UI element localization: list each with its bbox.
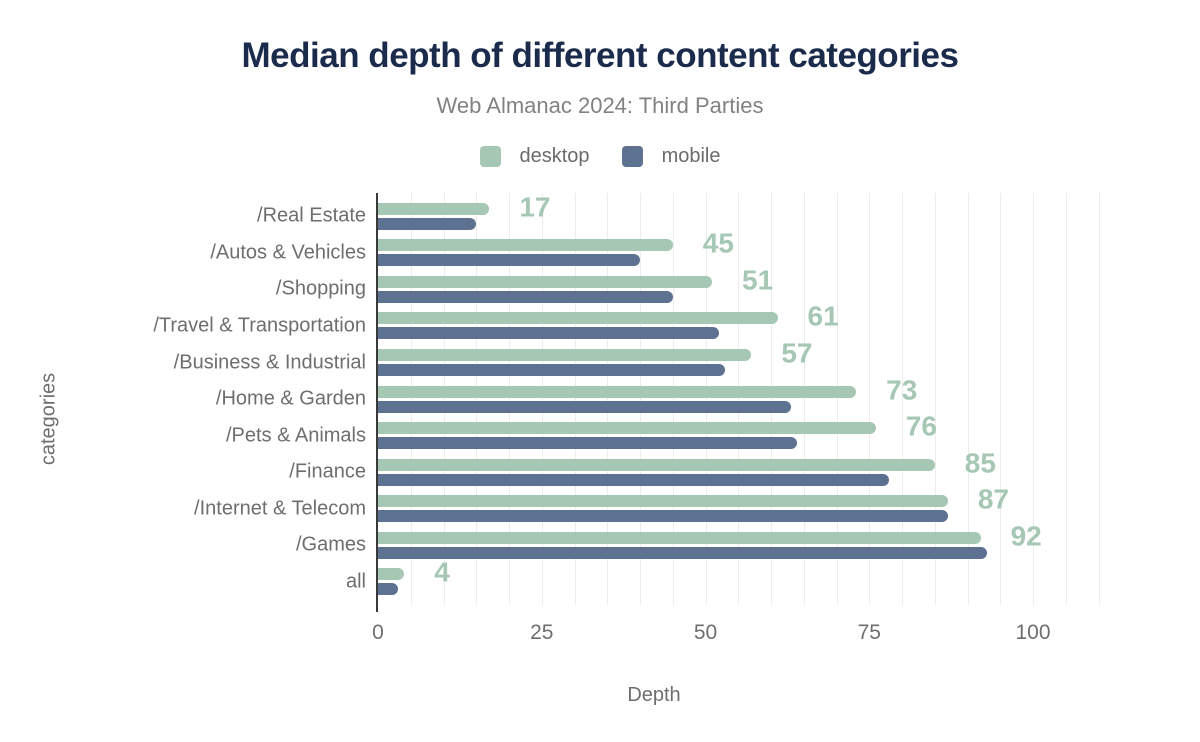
- mobile-bar: [378, 546, 988, 559]
- gridline: [1000, 193, 1002, 605]
- value-label: 57: [781, 337, 813, 369]
- desktop-bar: [378, 385, 857, 398]
- gridline: [672, 193, 674, 605]
- mobile-bar: [378, 364, 726, 376]
- x-tick-label: 100: [1015, 621, 1051, 644]
- category-label: /Pets & Animals: [225, 424, 366, 447]
- desktop-swatch-icon: [479, 146, 501, 167]
- value-label: 92: [1010, 520, 1042, 552]
- desktop-bar: [378, 531, 981, 544]
- x-tick-label: 0: [372, 621, 384, 644]
- gridline: [705, 193, 707, 605]
- gridline: [738, 193, 740, 605]
- category-label: /Shopping: [275, 277, 366, 300]
- gridline: [443, 193, 445, 605]
- mobile-bar: [378, 217, 477, 230]
- value-label: 85: [964, 447, 996, 479]
- gridline: [803, 193, 805, 605]
- gridline: [902, 193, 903, 605]
- gridline: [476, 193, 478, 605]
- legend: desktop mobile: [0, 145, 1200, 168]
- category-label: /Business & Industrial: [173, 351, 366, 373]
- category-label: /Internet & Telecom: [194, 497, 366, 520]
- mobile-bar: [378, 400, 791, 413]
- mobile-bar: [378, 327, 719, 340]
- gridline: [574, 193, 576, 605]
- gridline: [541, 193, 543, 605]
- x-axis-title: Depth: [627, 684, 681, 706]
- mobile-bar: [378, 290, 673, 303]
- desktop-bar: [378, 349, 752, 361]
- mobile-bar: [378, 583, 398, 596]
- gridline: [934, 193, 936, 605]
- mobile-bar: [378, 510, 948, 523]
- x-tick-label: 75: [857, 621, 881, 644]
- x-tick-label: 25: [530, 621, 554, 644]
- value-label: 87: [977, 483, 1009, 515]
- gridline: [1065, 193, 1067, 605]
- chart-subtitle: Web Almanac 2024: Third Parties: [436, 93, 764, 118]
- value-label: 45: [702, 228, 734, 260]
- value-label: 61: [807, 301, 839, 333]
- desktop-bar: [378, 202, 490, 215]
- category-label: all: [345, 570, 366, 593]
- category-label: /Finance: [289, 460, 366, 483]
- gridline: [640, 193, 641, 605]
- desktop-bar: [378, 239, 673, 252]
- y-axis-line: [376, 193, 378, 612]
- desktop-bar: [378, 275, 713, 288]
- gridline: [869, 193, 871, 605]
- mobile-bar: [378, 254, 640, 267]
- value-label: 73: [886, 374, 918, 406]
- gridline: [410, 193, 412, 605]
- legend-label-mobile: mobile: [661, 145, 721, 167]
- desktop-bar: [378, 568, 405, 581]
- desktop-bar: [378, 422, 876, 435]
- category-label: /Real Estate: [257, 204, 366, 227]
- value-label: 76: [905, 410, 937, 442]
- legend-label-desktop: desktop: [519, 145, 590, 167]
- gridline: [1098, 193, 1100, 605]
- value-label: 4: [434, 557, 450, 589]
- gridline: [607, 193, 609, 605]
- chart-title: Median depth of different content catego…: [241, 36, 959, 75]
- legend-item-desktop[interactable]: desktop: [479, 145, 590, 168]
- mobile-swatch-icon: [621, 146, 643, 167]
- gridline: [771, 193, 772, 605]
- desktop-bar: [378, 312, 778, 325]
- mobile-bar: [378, 437, 798, 450]
- category-label: /Games: [295, 533, 366, 556]
- desktop-bar: [378, 495, 948, 508]
- value-label: 51: [742, 264, 774, 296]
- value-label: 17: [519, 191, 551, 223]
- category-label: /Travel & Transportation: [153, 314, 366, 337]
- mobile-bar: [378, 473, 889, 486]
- y-axis-title: categories: [37, 372, 60, 466]
- gridline: [1033, 193, 1034, 605]
- x-tick-label: 50: [693, 621, 718, 644]
- category-label: /Autos & Vehicles: [210, 241, 366, 264]
- desktop-bar: [378, 458, 935, 471]
- category-label: /Home & Garden: [215, 387, 366, 410]
- gridline: [836, 193, 838, 605]
- gridline: [967, 193, 969, 605]
- legend-item-mobile[interactable]: mobile: [621, 145, 721, 168]
- gridline: [509, 193, 510, 605]
